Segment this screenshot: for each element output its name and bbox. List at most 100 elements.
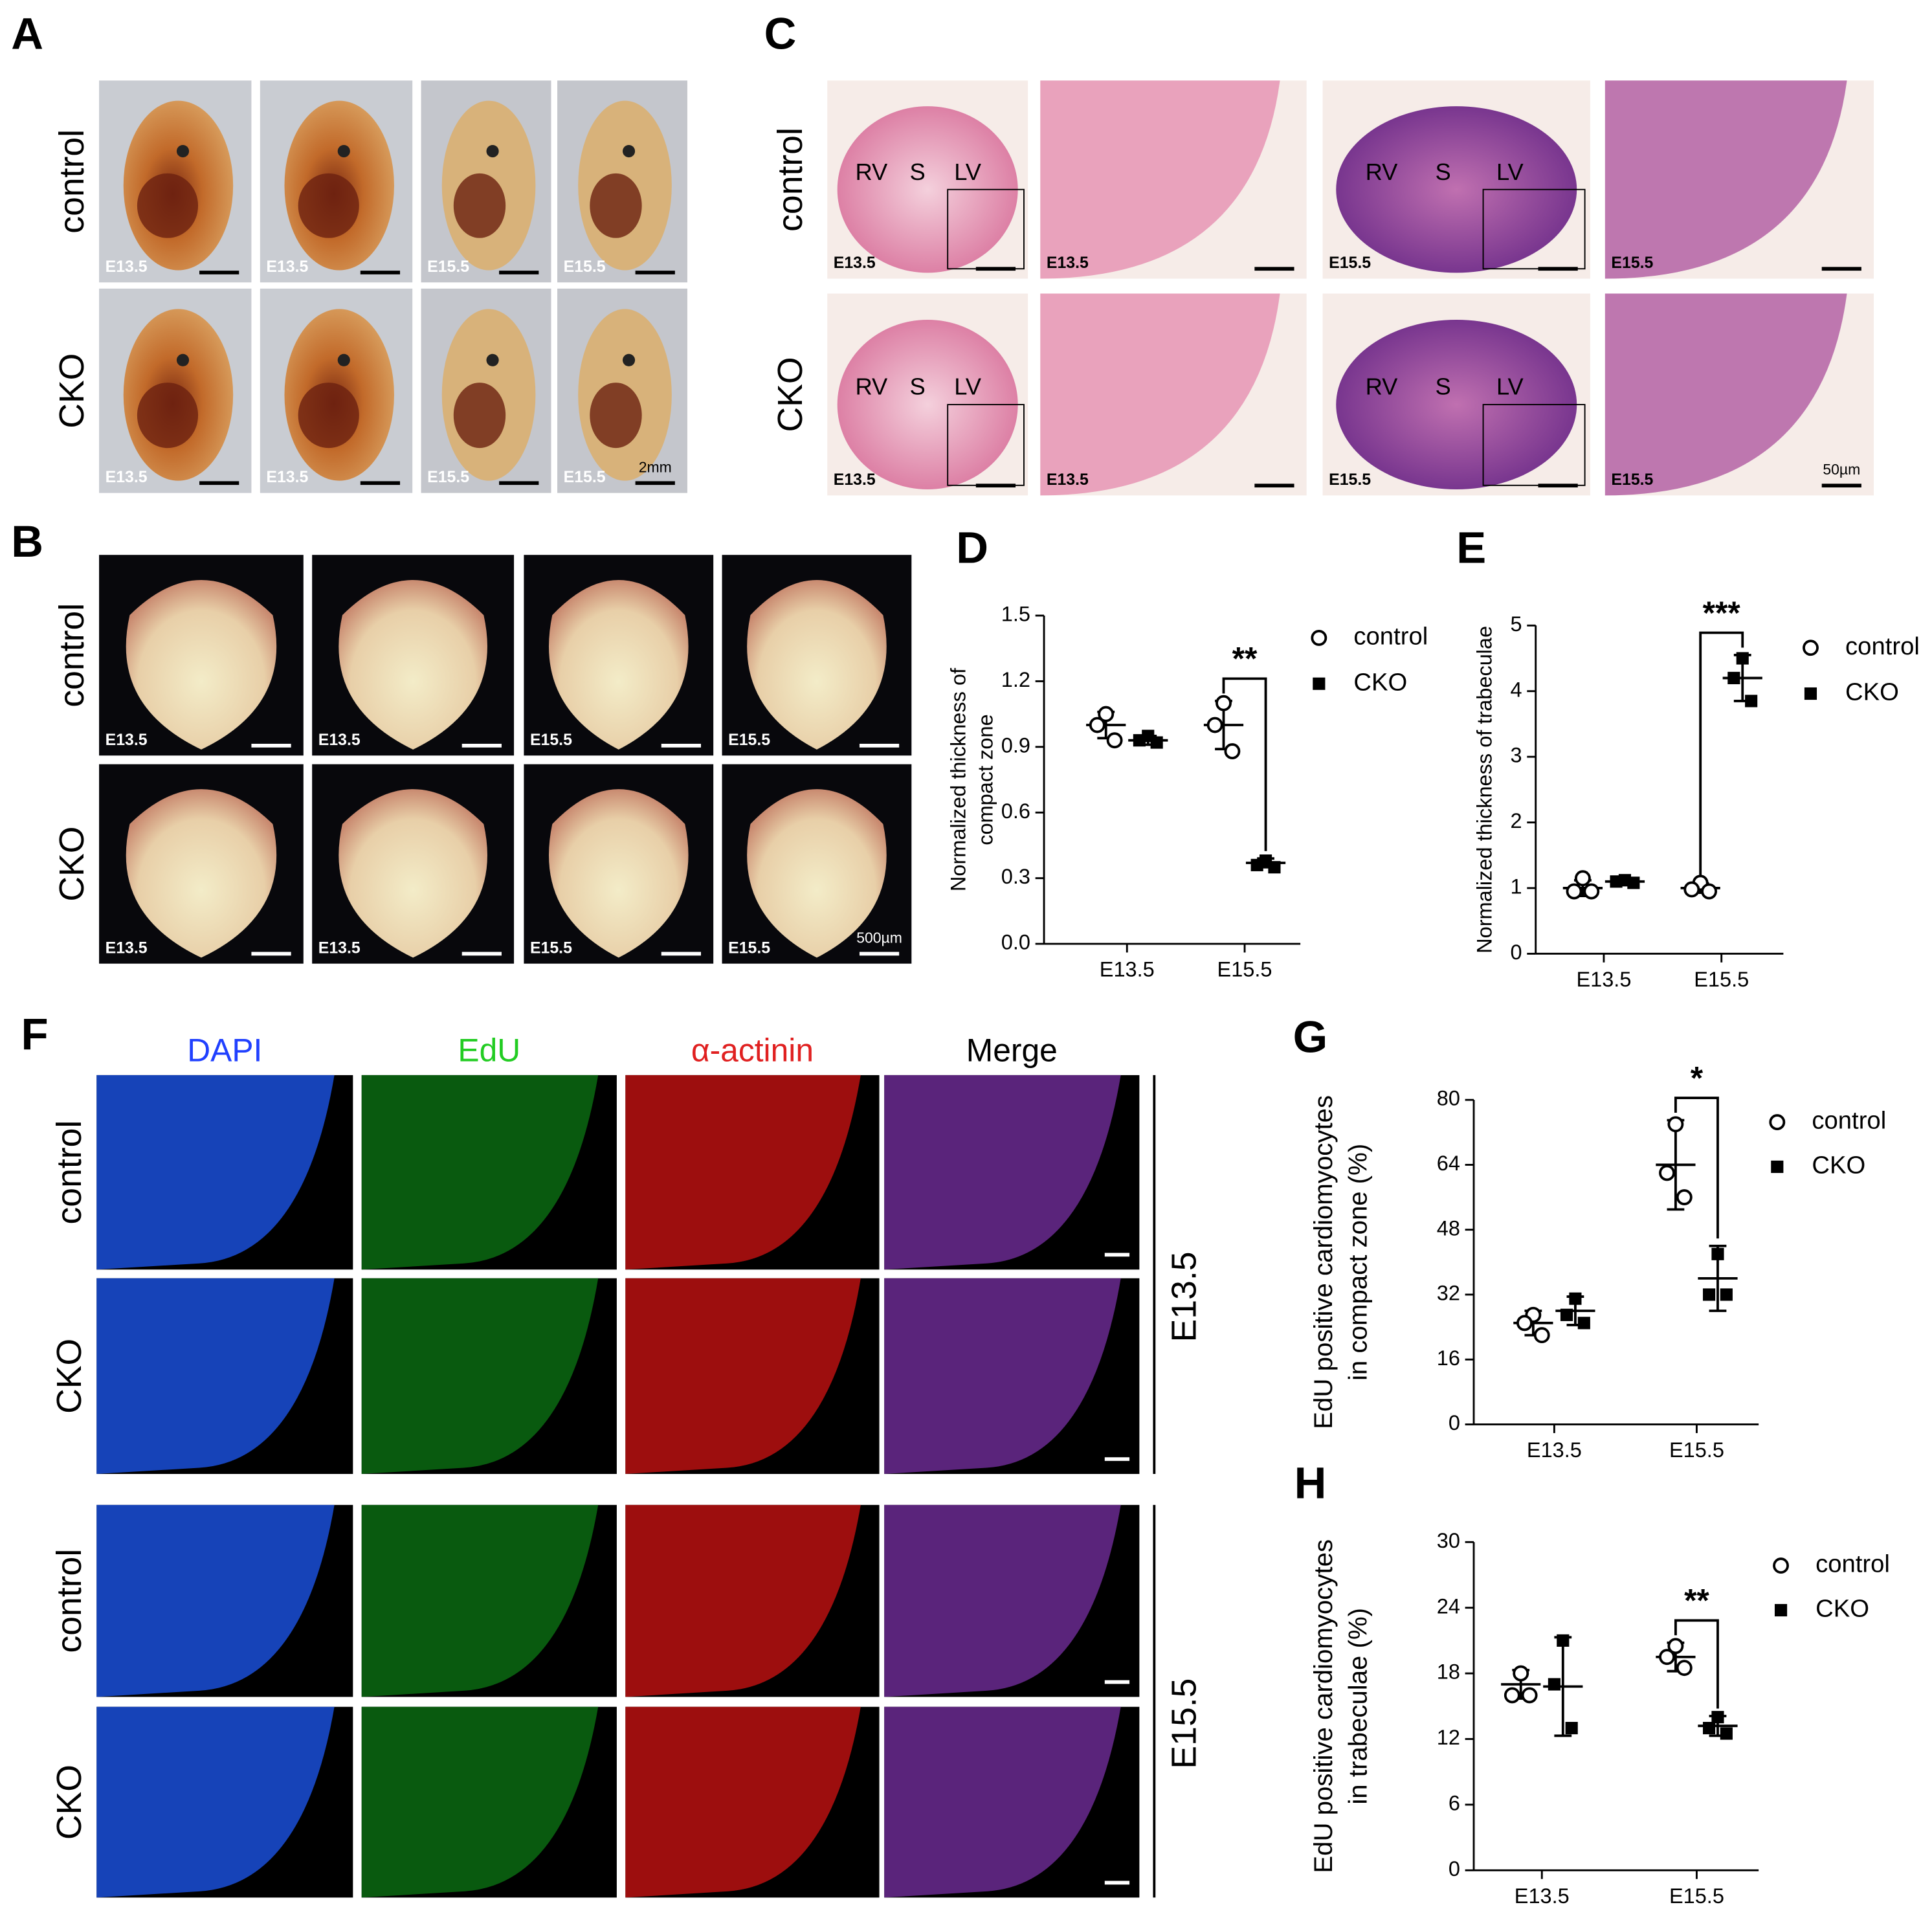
- image-panel: E15.5: [557, 288, 687, 493]
- data-point: [1771, 1160, 1784, 1174]
- liver: [298, 383, 359, 449]
- stage-label: E13.5: [834, 254, 876, 272]
- row-label: control: [53, 129, 91, 234]
- y-tick-label: 0: [1511, 941, 1522, 964]
- heart-section: [1336, 106, 1577, 273]
- eye: [622, 353, 636, 366]
- y-axis-label: EdU positive cardiomyocytes: [1309, 1095, 1338, 1429]
- image-panel: E15.5: [1604, 80, 1874, 279]
- image-panel: [625, 1075, 880, 1270]
- data-point: [1566, 883, 1582, 900]
- y-axis-label: Normalized thickness of trabeculae: [1473, 626, 1496, 953]
- x-tick-label: E13.5: [1100, 958, 1155, 981]
- stage-label: E13.5: [1047, 254, 1089, 272]
- significance-label: *: [1691, 1060, 1704, 1096]
- image-panel: E15.5 RV S LV: [1322, 293, 1590, 496]
- data-point: [1720, 1727, 1733, 1740]
- x-tick-label: E15.5: [1694, 968, 1749, 991]
- data-point: [1533, 1327, 1550, 1344]
- y-axis-label: Normalized thickness of: [947, 667, 970, 891]
- y-tick-label: 30: [1437, 1529, 1460, 1552]
- significance-bracket: [1674, 1619, 1719, 1709]
- data-point: [1703, 1722, 1716, 1735]
- image-panel: E15.5: [722, 555, 912, 756]
- data-point: [1560, 1308, 1573, 1321]
- region-label: S: [1435, 374, 1450, 400]
- legend-label: control: [1845, 632, 1920, 660]
- stage-label: E13.5: [105, 939, 148, 957]
- x-tick-label: E13.5: [1527, 1438, 1582, 1462]
- significance-label: ***: [1703, 595, 1741, 631]
- data-point: [1583, 883, 1600, 900]
- data-point: [1711, 1711, 1724, 1724]
- tissue: [1040, 80, 1280, 279]
- significance-bracket: [1222, 677, 1267, 851]
- stage-label: E13.5: [318, 731, 361, 749]
- y-tick-label: 32: [1437, 1282, 1460, 1305]
- liver: [137, 383, 199, 449]
- scale-label: 50µm: [1823, 461, 1860, 478]
- data-point: [1627, 876, 1640, 889]
- tissue: [625, 1278, 861, 1475]
- zoom-box: [947, 188, 1025, 270]
- y-tick-label: 64: [1437, 1152, 1460, 1175]
- image-panel: E13.5: [99, 555, 304, 756]
- y-tick-label: 1.5: [1001, 603, 1030, 626]
- image-panel: E13.5 RV S LV: [827, 293, 1028, 496]
- stage-label: E13.5: [1047, 471, 1089, 489]
- image-panel: E13.5: [1040, 293, 1307, 496]
- image-panel: E13.5: [260, 80, 413, 283]
- image-panel: [625, 1504, 880, 1697]
- image-panel: E15.5: [1604, 293, 1874, 496]
- image-panel: E15.5: [557, 80, 687, 283]
- image-panel: E13.5: [99, 764, 304, 964]
- data-point: [1727, 671, 1740, 684]
- legend-label: CKO: [1845, 678, 1899, 706]
- row-label: CKO: [50, 1339, 89, 1414]
- tissue: [884, 1706, 1121, 1898]
- panel-letter: A: [11, 9, 43, 59]
- panel-letter: D: [956, 523, 988, 573]
- heart-section: [837, 106, 1018, 273]
- data-point: [1711, 1247, 1724, 1260]
- stage-label: E15.5: [564, 468, 606, 486]
- panel-letter: G: [1293, 1012, 1328, 1062]
- data-point: [1577, 1317, 1590, 1330]
- data-point: [1516, 1315, 1533, 1332]
- liver: [453, 383, 506, 449]
- image-panel: [96, 1706, 353, 1898]
- stage-label: E15.5: [530, 939, 572, 957]
- tissue: [96, 1278, 335, 1475]
- data-point: [1224, 743, 1241, 760]
- eye: [337, 144, 350, 158]
- x-tick-label: E15.5: [1669, 1884, 1724, 1908]
- data-point: [1676, 1189, 1693, 1205]
- panel-letter: B: [11, 517, 43, 566]
- tissue: [361, 1075, 599, 1270]
- y-tick-label: 80: [1437, 1087, 1460, 1110]
- row-label: control: [772, 128, 810, 232]
- image-panel: E13.5: [312, 555, 515, 756]
- y-tick-label: 0.9: [1001, 733, 1030, 757]
- image-panel: E15.5: [524, 555, 714, 756]
- data-point: [1804, 687, 1817, 700]
- image-panel: E15.5 RV S LV: [1322, 80, 1590, 279]
- region-label: S: [1435, 159, 1450, 185]
- data-point: [1659, 1165, 1675, 1181]
- data-point: [1133, 734, 1146, 747]
- data-point: [1513, 1665, 1529, 1682]
- stage-label: E15.5: [564, 258, 606, 276]
- tissue: [361, 1706, 599, 1898]
- tissue: [96, 1706, 335, 1898]
- image-panel: [625, 1706, 880, 1898]
- data-point: [1773, 1557, 1789, 1574]
- data-point: [1720, 1288, 1733, 1301]
- scale-label: 2mm: [639, 458, 672, 475]
- region-label: S: [910, 159, 926, 185]
- y-tick-label: 0.0: [1001, 931, 1030, 954]
- y-tick-label: 1: [1511, 875, 1522, 898]
- stage-label: E15.5: [1611, 254, 1653, 272]
- data-point: [1574, 870, 1591, 887]
- data-point: [1667, 1638, 1684, 1655]
- column-header: Merge: [966, 1032, 1058, 1069]
